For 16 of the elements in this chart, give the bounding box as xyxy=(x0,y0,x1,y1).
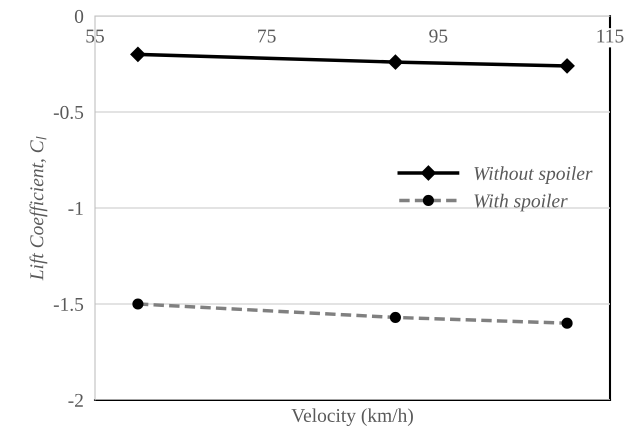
x-tick-label: 75 xyxy=(258,30,276,43)
point xyxy=(560,58,575,74)
y-tick-label: -0.5 xyxy=(54,106,84,120)
x-axis-title: Velocity (km/h) xyxy=(291,408,413,426)
y-tick-label: -1.5 xyxy=(54,298,84,312)
legend-label: With spoiler xyxy=(474,194,568,212)
x-tick-label: 95 xyxy=(429,30,448,43)
y-tick-label: 0 xyxy=(74,10,84,23)
x-tick-label: 115 xyxy=(597,30,624,43)
point xyxy=(130,46,146,62)
y-tick-label: -1 xyxy=(68,202,83,215)
point xyxy=(388,54,403,70)
legend-label: Without spoiler xyxy=(474,166,593,184)
y-axis-title: Lift Coefficient, C$_{l}$ xyxy=(29,136,48,280)
x-tick-label: 55 xyxy=(86,30,104,43)
y-tick-label: -2 xyxy=(68,394,83,407)
